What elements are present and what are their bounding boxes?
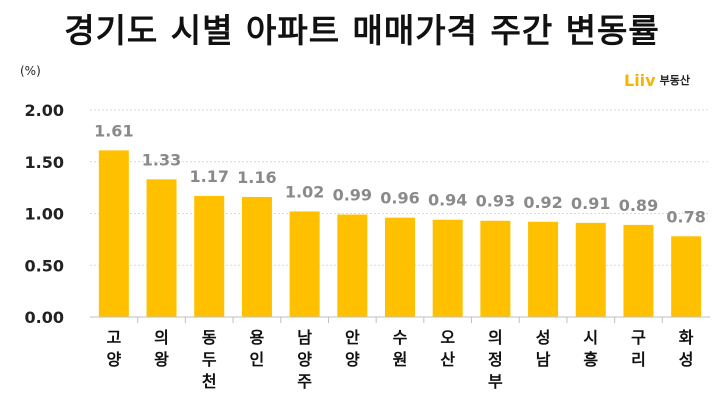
y-tick-label: 1.00 — [25, 205, 64, 224]
data-label: 0.92 — [523, 193, 562, 212]
bar — [623, 224, 654, 317]
bar — [528, 221, 559, 317]
logo-text: 부동산 — [659, 74, 690, 87]
bar — [385, 217, 415, 317]
bar — [671, 236, 702, 317]
data-label: 1.02 — [285, 182, 324, 201]
liiv-logo-mark: Liiv — [624, 70, 656, 90]
bars — [98, 150, 702, 317]
data-label: 0.99 — [333, 186, 372, 205]
data-label: 1.61 — [94, 121, 133, 140]
bar — [146, 179, 177, 317]
data-label: 0.96 — [380, 189, 419, 208]
y-axis-ticks: 0.00 0.50 1.00 1.50 2.00 — [25, 101, 64, 327]
x-axis — [90, 316, 710, 323]
y-tick-label: 1.50 — [25, 153, 64, 172]
bar — [289, 211, 320, 317]
data-label: 0.91 — [571, 194, 610, 213]
chart-title: 경기도 시별 아파트 매매가격 주간 변동률 — [64, 11, 660, 50]
bar — [98, 150, 129, 317]
y-axis-unit: (%) — [20, 64, 41, 78]
data-label: 0.78 — [666, 207, 705, 226]
x-axis-labels: 고 양 의 왕 동 두 천 용 인 남 양 주 안 양 수 원 오 산 의 정 부 성 남 시 흥 구 리 화 성 — [106, 328, 693, 391]
brand-logo: Liiv 부동산 — [624, 70, 690, 90]
bar — [575, 222, 606, 317]
data-label: 0.93 — [476, 192, 515, 211]
data-label: 1.17 — [189, 167, 228, 186]
data-label: 1.33 — [142, 150, 181, 169]
y-tick-label: 2.00 — [25, 101, 64, 120]
y-tick-label: 0.50 — [25, 256, 64, 275]
bar — [194, 195, 225, 317]
data-label: 0.89 — [619, 196, 658, 215]
data-label: 0.94 — [428, 191, 467, 210]
bar — [337, 214, 368, 317]
bar — [432, 219, 463, 317]
data-label: 1.16 — [237, 168, 276, 187]
y-tick-label: 0.00 — [25, 308, 64, 327]
data-labels: 1.61 1.33 1.17 1.16 1.02 0.99 0.96 0.94 0.93 0.92… — [94, 121, 706, 226]
bar — [480, 220, 511, 317]
bar — [241, 196, 272, 317]
